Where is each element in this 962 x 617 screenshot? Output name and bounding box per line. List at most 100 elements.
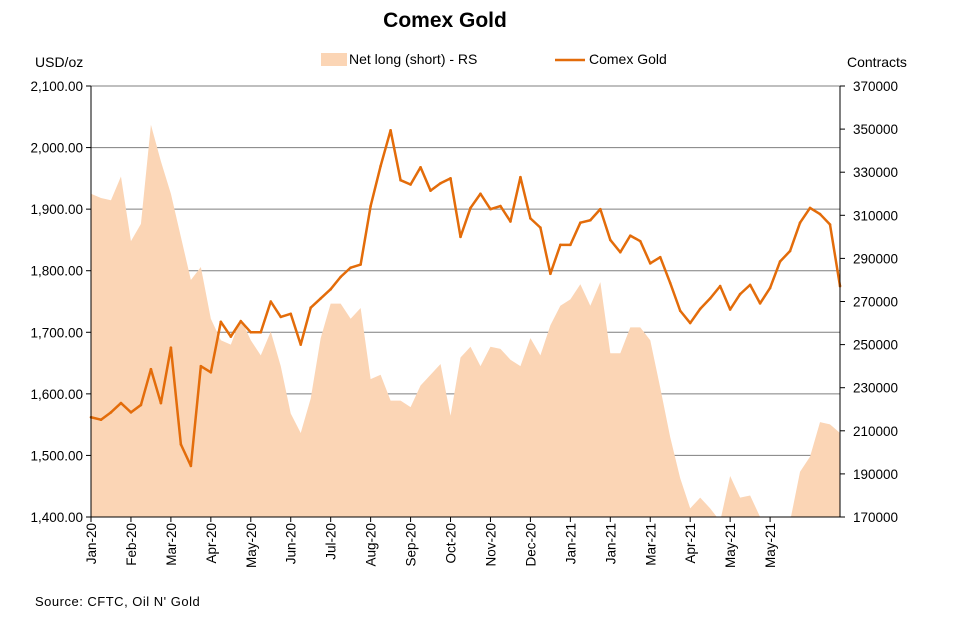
comex-gold-point-1 (99, 418, 103, 422)
comex-gold-point-68 (768, 286, 772, 290)
y-axis-right: 170000 190000 210000 230000 250000 270000 2900… (840, 79, 898, 525)
comex-gold-point-32 (409, 183, 412, 186)
series-comex-gold-line (90, 129, 842, 468)
chart-title: Comex Gold (383, 9, 507, 32)
comex-gold-point-9 (179, 443, 183, 446)
comex-gold-point-41 (499, 204, 502, 208)
x-axis: Jan-20 Feb-20 Mar-20 Apr-20 May-20 Jun-20 Jul-… (84, 517, 778, 568)
comex-gold-point-5 (139, 403, 143, 407)
comex-gold-point-56 (648, 262, 652, 265)
y-left-tick-label-5: 1,900.00 (30, 202, 83, 217)
y-left-unit: USD/oz (35, 54, 83, 70)
y-left-tick-label-4: 1,800.00 (30, 264, 83, 279)
x-tick-label-17: May-21 (763, 523, 778, 568)
x-tick-label-1: Feb-20 (124, 523, 139, 566)
comex-gold-point-27 (359, 263, 362, 266)
comex-gold-point-55 (638, 239, 642, 243)
comex-gold-point-36 (449, 177, 452, 180)
comex-gold-point-46 (549, 272, 552, 276)
y-right-tick-label-7: 310000 (853, 208, 898, 223)
comex-gold-point-51 (599, 207, 602, 211)
comex-gold-point-48 (569, 243, 572, 247)
comex-gold-point-29 (379, 164, 382, 168)
series-net-long-area (91, 124, 840, 517)
x-tick-label-16: May-21 (723, 523, 738, 568)
comex-gold-point-26 (349, 266, 352, 269)
comex-gold-point-53 (618, 250, 622, 254)
comex-gold-point-73 (818, 212, 822, 216)
y-left-tick-label-6: 2,000.00 (30, 141, 83, 156)
x-tick-label-2: Mar-20 (164, 523, 179, 566)
comex-gold-point-44 (529, 217, 532, 220)
comex-gold-point-65 (738, 292, 742, 296)
comex-gold-point-34 (429, 189, 432, 192)
comex-gold-point-8 (169, 346, 173, 349)
comex-gold-point-17 (259, 330, 263, 334)
comex-gold-point-49 (579, 221, 582, 224)
comex-gold-point-63 (718, 284, 722, 288)
legend-label-comex-gold: Comex Gold (589, 51, 667, 67)
x-tick-label-14: Mar-21 (643, 523, 658, 566)
comex-gold-point-16 (249, 330, 253, 334)
comex-gold-point-42 (509, 220, 512, 223)
comex-gold-point-43 (519, 175, 522, 179)
comex-gold-point-24 (329, 287, 332, 291)
y-right-tick-label-8: 330000 (853, 165, 898, 180)
comex-gold-point-45 (539, 226, 542, 229)
comex-gold-point-7 (159, 401, 163, 405)
y-left-tick-label-3: 1,700.00 (30, 325, 83, 340)
comex-gold-point-59 (678, 309, 682, 313)
comex-gold-point-61 (698, 307, 702, 311)
comex-gold-point-22 (309, 306, 313, 309)
comex-gold-point-72 (808, 206, 812, 210)
comex-gold-point-23 (319, 297, 322, 300)
legend-label-net-long: Net long (short) - RS (349, 51, 477, 67)
y-right-tick-label-4: 250000 (853, 338, 898, 353)
comex-gold-point-40 (489, 207, 492, 211)
y-right-tick-label-2: 210000 (853, 424, 898, 439)
x-tick-label-8: Sep-20 (404, 523, 419, 567)
comex-gold-point-37 (459, 235, 462, 239)
y-right-tick-label-5: 270000 (853, 295, 898, 310)
y-right-tick-label-6: 290000 (853, 251, 898, 266)
comex-gold-point-70 (788, 249, 792, 253)
y-left-tick-label-0: 1,400.00 (30, 510, 83, 525)
comex-gold-point-20 (289, 312, 293, 316)
y-left-tick-label-1: 1,500.00 (30, 448, 83, 463)
comex-gold-point-69 (778, 260, 782, 263)
y-left-tick-label-2: 1,600.00 (30, 387, 83, 402)
legend: Net long (short) - RS Comex Gold (321, 51, 667, 67)
comex-gold-point-62 (708, 297, 712, 300)
comex-gold-point-31 (399, 178, 402, 182)
comex-gold-point-39 (479, 192, 482, 196)
comex-gold-point-71 (798, 221, 802, 224)
comex-gold-point-57 (658, 255, 662, 259)
comex-gold-point-58 (668, 281, 672, 285)
comex-gold-point-47 (559, 243, 562, 247)
x-tick-label-3: Apr-20 (204, 523, 219, 564)
comex-gold-point-52 (609, 238, 612, 242)
x-tick-label-10: Nov-20 (483, 523, 498, 567)
x-tick-label-15: Apr-21 (683, 523, 698, 564)
x-tick-label-11: Dec-20 (523, 523, 538, 567)
comex-gold-point-66 (748, 283, 752, 287)
comex-gold-point-19 (279, 315, 283, 319)
comex-gold-point-14 (229, 335, 233, 338)
comex-gold-point-21 (299, 343, 303, 346)
x-tick-label-4: May-20 (244, 523, 259, 568)
comex-gold-point-10 (189, 464, 193, 468)
y-right-tick-label-0: 170000 (853, 510, 898, 525)
source-note: Source: CFTC, Oil N' Gold (35, 594, 200, 609)
legend-swatch-net-long (321, 53, 347, 66)
comex-gold-point-74 (828, 223, 832, 226)
comex-gold-point-38 (469, 206, 472, 210)
y-axis-left: 1,400.00 1,500.00 1,600.00 1,700.00 1,800.00… (30, 79, 91, 525)
comex-gold-point-50 (589, 218, 592, 222)
comex-gold-point-67 (758, 302, 762, 305)
y-right-tick-label-10: 370000 (853, 79, 898, 94)
comex-gold-point-15 (239, 319, 243, 323)
x-tick-label-9: Oct-20 (444, 523, 459, 564)
comex-gold-point-6 (149, 367, 153, 371)
plot-area (89, 85, 842, 518)
